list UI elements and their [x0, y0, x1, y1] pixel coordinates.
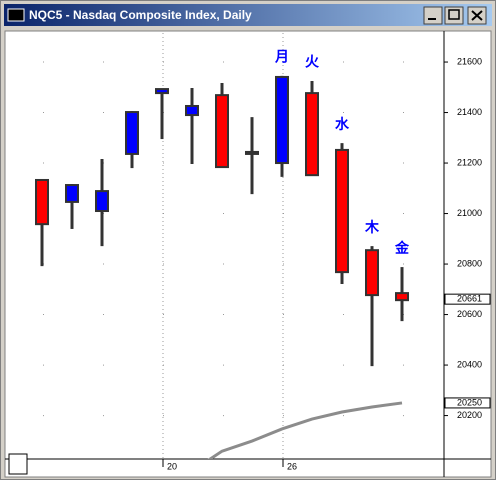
corner-box	[8, 453, 28, 475]
y-tick-label: 21200	[457, 157, 482, 167]
app-icon	[7, 8, 25, 22]
moving-average-line	[207, 401, 403, 459]
x-tick-label: 26	[287, 461, 297, 471]
candle-body	[395, 292, 409, 302]
price-marker-box	[444, 397, 491, 409]
day-annotation: 金	[394, 240, 410, 256]
y-tick-label: 20600	[457, 309, 482, 319]
day-annotation: 木	[364, 219, 380, 235]
candle-body	[95, 190, 109, 213]
candle-body	[275, 75, 289, 165]
y-tick-label: 21600	[457, 56, 482, 66]
candle-body	[215, 94, 229, 169]
content-area	[4, 30, 492, 478]
day-annotation: 月	[274, 49, 289, 65]
candle-body	[35, 178, 49, 226]
y-tick-label: 20400	[457, 359, 482, 369]
y-tick-label: 20200	[457, 410, 482, 420]
candle-body	[365, 249, 379, 297]
price-marker-label: 20661	[457, 294, 482, 304]
candle-body	[65, 184, 79, 203]
y-tick-label: 20800	[457, 258, 482, 268]
price-marker-box	[444, 293, 491, 305]
candle-body	[125, 111, 139, 155]
plot	[7, 33, 444, 459]
minimize-button[interactable]	[423, 6, 443, 25]
day-annotation: 水	[335, 116, 350, 132]
x-tick-label: 20	[167, 461, 177, 471]
close-button[interactable]	[467, 6, 487, 25]
candle-body	[155, 88, 169, 95]
y-tick-label: 21400	[457, 107, 482, 117]
maximize-button[interactable]	[444, 6, 464, 25]
window-title: NQC5 - Nasdaq Composite Index, Daily	[29, 8, 252, 22]
day-annotation: 火	[305, 54, 320, 70]
price-marker-label: 20250	[457, 397, 482, 407]
candle-body	[305, 92, 319, 177]
y-tick-label: 21000	[457, 208, 482, 218]
title-bar	[4, 4, 492, 26]
candle-body	[185, 104, 199, 117]
candle-body	[335, 148, 349, 274]
candle-body	[245, 150, 259, 155]
